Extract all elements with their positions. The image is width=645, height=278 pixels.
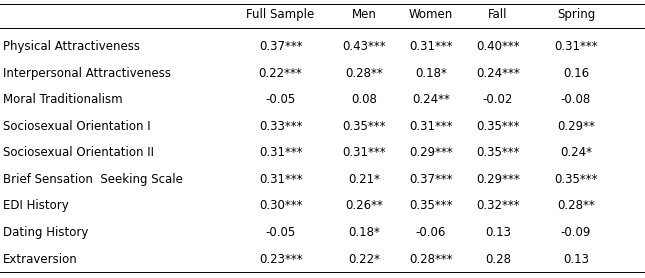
Text: -0.02: -0.02 xyxy=(482,93,513,106)
Text: 0.13: 0.13 xyxy=(563,253,589,265)
Text: -0.08: -0.08 xyxy=(561,93,591,106)
Text: EDI History: EDI History xyxy=(3,200,69,212)
Text: 0.35***: 0.35*** xyxy=(409,200,453,212)
Text: -0.09: -0.09 xyxy=(561,226,591,239)
Text: 0.29***: 0.29*** xyxy=(409,147,453,159)
Text: 0.43***: 0.43*** xyxy=(342,40,386,53)
Text: 0.35***: 0.35*** xyxy=(476,147,520,159)
Text: 0.22***: 0.22*** xyxy=(259,67,303,80)
Text: 0.26**: 0.26** xyxy=(346,200,383,212)
Text: 0.18*: 0.18* xyxy=(348,226,381,239)
Text: 0.08: 0.08 xyxy=(352,93,377,106)
Text: 0.28**: 0.28** xyxy=(557,200,595,212)
Text: Physical Attractiveness: Physical Attractiveness xyxy=(3,40,140,53)
Text: 0.31***: 0.31*** xyxy=(342,147,386,159)
Text: Women: Women xyxy=(409,8,453,21)
Text: 0.35***: 0.35*** xyxy=(342,120,386,133)
Text: 0.31***: 0.31*** xyxy=(259,173,303,186)
Text: Interpersonal Attractiveness: Interpersonal Attractiveness xyxy=(3,67,171,80)
Text: 0.18*: 0.18* xyxy=(415,67,447,80)
Text: 0.28: 0.28 xyxy=(485,253,511,265)
Text: 0.24*: 0.24* xyxy=(560,147,592,159)
Text: 0.31***: 0.31*** xyxy=(259,147,303,159)
Text: 0.37***: 0.37*** xyxy=(259,40,303,53)
Text: 0.24***: 0.24*** xyxy=(476,67,520,80)
Text: 0.40***: 0.40*** xyxy=(476,40,520,53)
Text: Moral Traditionalism: Moral Traditionalism xyxy=(3,93,123,106)
Text: 0.30***: 0.30*** xyxy=(259,200,303,212)
Text: 0.16: 0.16 xyxy=(563,67,589,80)
Text: 0.28***: 0.28*** xyxy=(409,253,453,265)
Text: 0.33***: 0.33*** xyxy=(259,120,303,133)
Text: 0.29**: 0.29** xyxy=(557,120,595,133)
Text: Sociosexual Orientation I: Sociosexual Orientation I xyxy=(3,120,151,133)
Text: 0.35***: 0.35*** xyxy=(476,120,520,133)
Text: 0.37***: 0.37*** xyxy=(409,173,453,186)
Text: 0.13: 0.13 xyxy=(485,226,511,239)
Text: -0.06: -0.06 xyxy=(415,226,446,239)
Text: 0.31***: 0.31*** xyxy=(554,40,598,53)
Text: Spring: Spring xyxy=(557,8,595,21)
Text: Men: Men xyxy=(352,8,377,21)
Text: 0.32***: 0.32*** xyxy=(476,200,520,212)
Text: -0.05: -0.05 xyxy=(266,226,295,239)
Text: 0.23***: 0.23*** xyxy=(259,253,303,265)
Text: Full Sample: Full Sample xyxy=(246,8,315,21)
Text: 0.21*: 0.21* xyxy=(348,173,381,186)
Text: -0.05: -0.05 xyxy=(266,93,295,106)
Text: 0.24**: 0.24** xyxy=(412,93,450,106)
Text: Dating History: Dating History xyxy=(3,226,88,239)
Text: 0.29***: 0.29*** xyxy=(476,173,520,186)
Text: Extraversion: Extraversion xyxy=(3,253,78,265)
Text: 0.22*: 0.22* xyxy=(348,253,381,265)
Text: 0.31***: 0.31*** xyxy=(409,120,453,133)
Text: Fall: Fall xyxy=(488,8,508,21)
Text: Brief Sensation  Seeking Scale: Brief Sensation Seeking Scale xyxy=(3,173,183,186)
Text: 0.35***: 0.35*** xyxy=(554,173,598,186)
Text: Sociosexual Orientation II: Sociosexual Orientation II xyxy=(3,147,154,159)
Text: 0.28**: 0.28** xyxy=(346,67,383,80)
Text: 0.31***: 0.31*** xyxy=(409,40,453,53)
